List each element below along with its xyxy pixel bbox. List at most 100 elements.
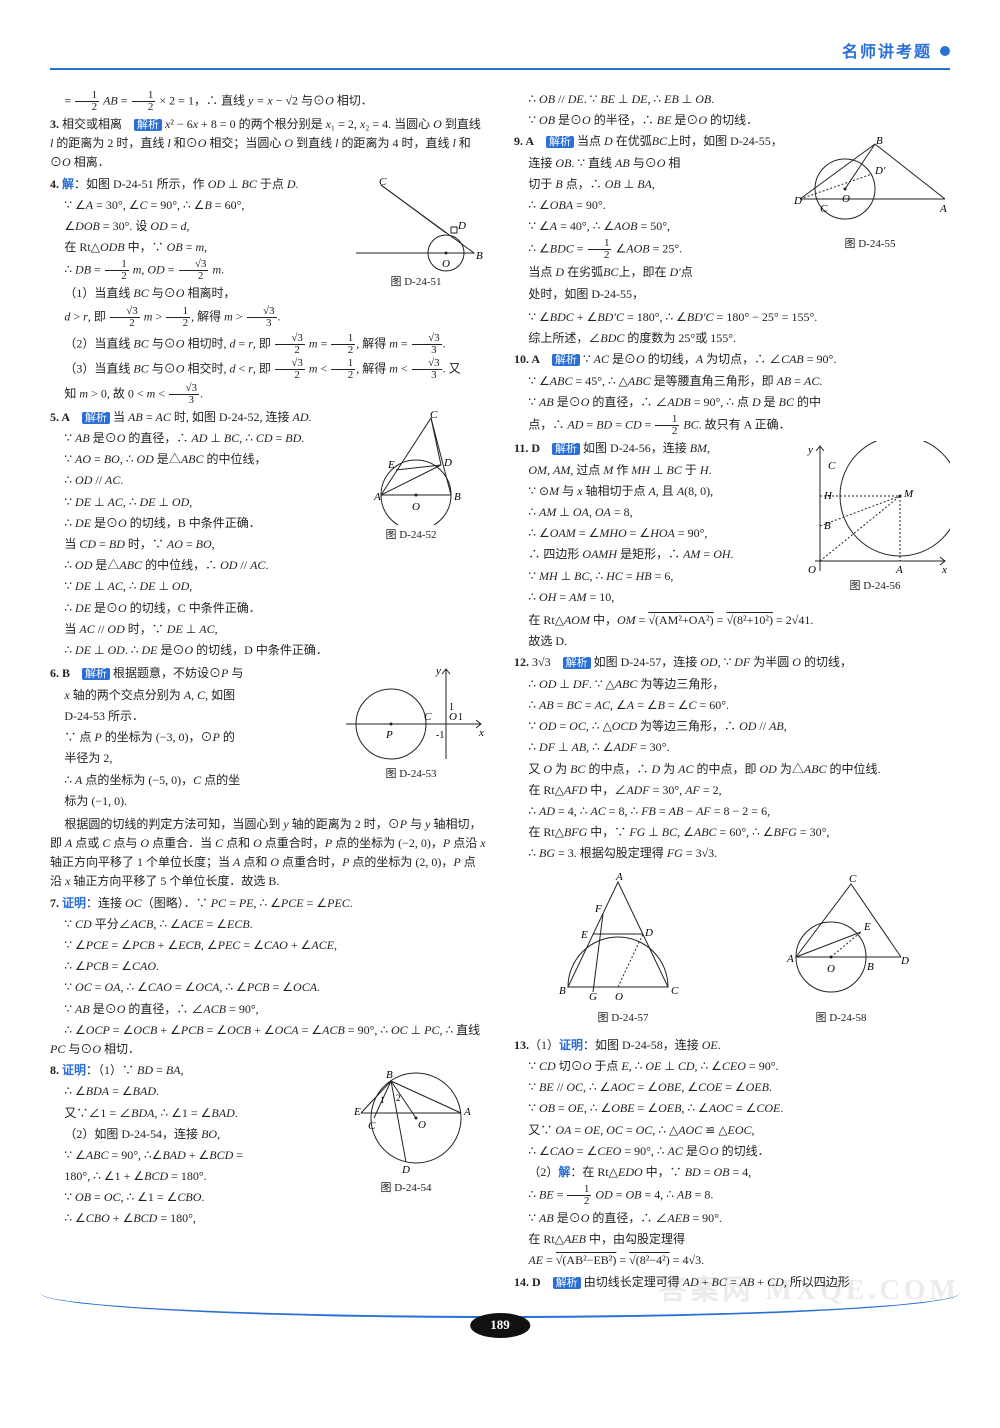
jiexi-badge: 解析 — [134, 119, 162, 131]
q3: 3. 相交或相离 解析 x² − 6x + 8 = 0 的两个根分别是 x₁ =… — [50, 115, 486, 173]
text: 处时，如图 D-24-55， — [514, 285, 950, 304]
svg-text:A: A — [463, 1106, 471, 1118]
svg-text:O: O — [442, 258, 450, 270]
text: ∵ AB 是⊙O 的直径，∴ ∠ADB = 90°, ∴ 点 D 是 BC 的中 — [514, 393, 950, 412]
figure-58-svg: C E A O B D — [771, 872, 911, 1002]
text: 综上所述，∠BDC 的度数为 25°或 155°. — [514, 329, 950, 348]
svg-text:A: A — [615, 872, 623, 883]
text: 知 m > 0, 故 0 < m < √33. — [50, 383, 486, 406]
figure-58: C E A O B D 图 D-24-58 — [771, 872, 911, 1028]
svg-text:B: B — [386, 1069, 393, 1081]
text: ∵ OD = OC, ∴ △OCD 为等边三角形，∴ OD // AB, — [514, 717, 950, 736]
text: （3）当直线 BC 与⊙O 相交时, d < r, 即 √32 m < 12, … — [50, 358, 486, 381]
svg-text:F: F — [594, 903, 602, 915]
svg-text:O: O — [412, 501, 420, 513]
text: 当 AC // OD 时，∵ DE ⊥ AC, — [50, 620, 486, 639]
svg-text:D: D — [644, 927, 653, 939]
header-title: 名师讲考题 — [842, 40, 932, 66]
q7: 7. 证明：连接 OC（图略）．∵ PC = PE, ∴ ∠PCE = ∠PEC… — [50, 894, 486, 913]
svg-text:D: D — [401, 1164, 410, 1176]
svg-text:D: D — [900, 955, 909, 967]
q10: 10. A 解析 ∵ AC 是⊙O 的切线，A 为切点，∴ ∠CAB = 90°… — [514, 350, 950, 370]
figure-51-svg: C D B O — [346, 177, 486, 272]
figure-57: A F E D B G O C 图 D-24-57 — [553, 872, 693, 1028]
text: 根据圆的切线的判定方法可知，当圆心到 y 轴的距离为 2 时，⊙P 与 y 轴相… — [50, 815, 486, 892]
jiexi-badge: 解析 — [546, 136, 574, 148]
text: 在 Rt△BFG 中，∵ FG ⊥ BC, ∠ABC = 60°, ∴ ∠BFG… — [514, 823, 950, 842]
svg-text:C: C — [671, 985, 679, 997]
svg-text:A: A — [939, 203, 947, 215]
svg-text:B: B — [867, 961, 874, 973]
svg-text:O: O — [418, 1119, 426, 1131]
svg-text:E: E — [863, 921, 871, 933]
text: ∵ CD 平分∠ACB, ∴ ∠ACE = ∠ECB. — [50, 915, 486, 934]
text: 在 Rt△AOM 中，OM = √(AM²+OA²) = √(8²+10²) =… — [514, 611, 950, 630]
text: AE = √(AB²−EB²) = √(8²−4²) = 4√3. — [514, 1251, 950, 1270]
svg-text:B: B — [559, 985, 566, 997]
svg-text:x: x — [941, 564, 947, 576]
svg-text:A: A — [895, 564, 903, 576]
figure-complex-55: B D' O D C A 图 D-24-55 — [790, 134, 950, 254]
svg-text:D': D' — [874, 165, 886, 177]
svg-text:B: B — [476, 250, 483, 262]
svg-text:A: A — [786, 953, 794, 965]
svg-text:P: P — [385, 729, 393, 741]
text: 故选 D. — [514, 632, 950, 651]
jiexi-badge: 解析 — [82, 668, 110, 680]
svg-text:C: C — [424, 711, 432, 723]
svg-text:-1: -1 — [436, 730, 444, 741]
text: = 12 AB = 12 × 2 = 1，∴ 直线 y = x − √2 与⊙O… — [50, 90, 486, 113]
figure-52-svg: C D E A B O — [336, 410, 486, 525]
text: ∴ ∠OCP = ∠OCB + ∠PCB = ∠OCB + ∠OCA = ∠AC… — [50, 1021, 486, 1059]
left-column: = 12 AB = 12 × 2 = 1，∴ 直线 y = x − √2 与⊙O… — [50, 88, 486, 1295]
text: ∵ OB 是⊙O 的半径，∴ BE 是⊙O 的切线． — [514, 111, 950, 130]
figure-57-svg: A F E D B G O C — [553, 872, 693, 1002]
svg-text:H: H — [823, 490, 833, 502]
svg-text:B: B — [824, 520, 831, 532]
figure-52: C D E A B O 图 D-24-52 — [336, 410, 486, 545]
svg-text:C: C — [430, 410, 438, 421]
text: ∵ OC = OA, ∴ ∠CAO = ∠OCA, ∴ ∠PCB = ∠OCA. — [50, 978, 486, 997]
text: 当点 D 在劣弧BC上，即在 D′点 — [514, 263, 950, 282]
text: ∵ ∠BDC + ∠BD′C = 180°, ∴ ∠BD′C = 180° − … — [514, 308, 950, 327]
figure-52-caption: 图 D-24-52 — [336, 527, 486, 545]
svg-text:E: E — [387, 459, 395, 471]
svg-text:O: O — [615, 991, 623, 1002]
content-columns: = 12 AB = 12 × 2 = 1，∴ 直线 y = x − √2 与⊙O… — [50, 88, 950, 1295]
svg-text:O: O — [827, 963, 835, 975]
figure-53: P C O 1 1 -1 x y 图 D-24-53 — [336, 664, 486, 784]
svg-text:D: D — [443, 457, 452, 469]
svg-text:M: M — [903, 488, 914, 500]
figure-51: C D B O 图 D-24-51 — [346, 177, 486, 292]
svg-text:O: O — [842, 193, 850, 205]
figure-56-svg: C H M B O A x y — [800, 441, 950, 576]
figure-55-caption: 图 D-24-55 — [790, 236, 950, 254]
svg-text:y: y — [435, 665, 441, 677]
svg-text:1: 1 — [458, 712, 463, 723]
text: ∴ DE 是⊙O 的切线，C 中条件正确． — [50, 599, 486, 618]
figure-56: C H M B O A x y 图 D-24-56 — [800, 441, 950, 596]
figures-57-58: A F E D B G O C 图 D-24-57 — [514, 872, 950, 1028]
svg-text:C: C — [849, 873, 857, 885]
figure-53-caption: 图 D-24-53 — [336, 766, 486, 784]
figure-54-caption: 图 D-24-54 — [326, 1180, 486, 1198]
text: ∴ AB = BC = AC, ∠A = ∠B = ∠C = 60°. — [514, 696, 950, 715]
jiexi-badge: 解析 — [563, 657, 591, 669]
text: 点，∴ AD = BD = CD = 12 BC. 故只有 A 正确． — [514, 414, 950, 437]
text: 在 Rt△AEB 中，由勾股定理得 — [514, 1230, 950, 1249]
svg-text:y: y — [807, 444, 813, 456]
figure-56-caption: 图 D-24-56 — [800, 578, 950, 596]
figure-54-svg: B E C O A D 1 2 — [326, 1063, 486, 1178]
text: ∵ AB 是⊙O 的直径，∴ ∠ACB = 90°, — [50, 1000, 486, 1019]
text: ∴ ∠CAO = ∠CEO = 90°, ∴ AC 是⊙O 的切线． — [514, 1142, 950, 1161]
svg-text:x: x — [478, 727, 484, 739]
text: ∴ OB // DE. ∵ BE ⊥ DE, ∴ EB ⊥ OB. — [514, 90, 950, 109]
right-column: ∴ OB // DE. ∵ BE ⊥ DE, ∴ EB ⊥ OB. ∵ OB 是… — [514, 88, 950, 1295]
text: ∴ ∠PCB = ∠CAO. — [50, 957, 486, 976]
svg-text:E: E — [580, 929, 588, 941]
text: ∵ AB 是⊙O 的直径，∴ ∠AEB = 90°. — [514, 1209, 950, 1228]
svg-text:A: A — [373, 491, 381, 503]
jiexi-badge: 解析 — [553, 1277, 581, 1289]
svg-text:C: C — [828, 460, 836, 472]
q12: 12. 3√3 解析 如图 D-24-57，连接 OD, ∵ DF 为半圆 O … — [514, 653, 950, 673]
